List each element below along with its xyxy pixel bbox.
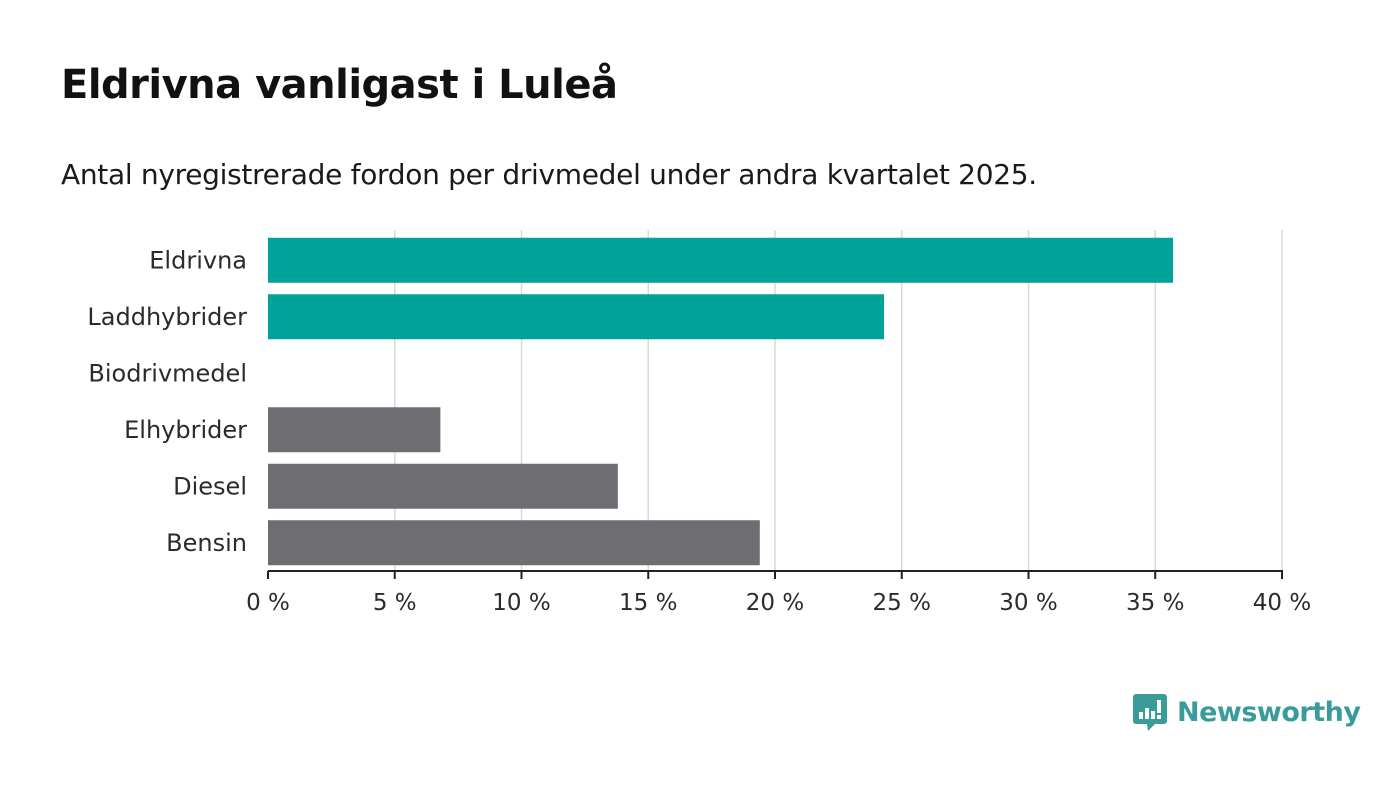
category-label: Bensin	[166, 529, 247, 557]
category-label: Laddhybrider	[87, 303, 247, 331]
category-label: Diesel	[173, 472, 247, 500]
x-tick-label: 0 %	[246, 590, 290, 616]
chart-subtitle: Antal nyregistrerade fordon per drivmede…	[61, 158, 1037, 191]
category-label: Elhybrider	[124, 416, 247, 444]
bar	[268, 520, 760, 566]
x-tick-label: 35 %	[1126, 590, 1184, 616]
newsworthy-logo: Newsworthy	[1133, 692, 1361, 732]
x-tick-label: 15 %	[619, 590, 677, 616]
x-tick-label: 30 %	[999, 590, 1057, 616]
gridlines	[394, 230, 1283, 571]
newsworthy-logo-icon	[1133, 694, 1167, 731]
brand-name: Newsworthy	[1177, 696, 1361, 728]
x-tick-label: 10 %	[492, 590, 550, 616]
category-label: Eldrivna	[149, 246, 247, 274]
bars	[268, 237, 1173, 566]
x-tick-label: 20 %	[746, 590, 804, 616]
x-tick-label: 5 %	[373, 590, 417, 616]
category-label: Biodrivmedel	[88, 359, 247, 387]
bar	[268, 294, 885, 340]
category-labels: Eldrivna Laddhybrider Biodrivmedel Elhybrid…	[87, 246, 247, 557]
x-axis: 0 % 5 % 10 % 15 % 20 % 25 % 30 % 35 % 40 %	[246, 570, 1311, 616]
bar	[268, 237, 1173, 283]
x-tick-label: 25 %	[873, 590, 931, 616]
bar	[268, 463, 618, 509]
chart-title: Eldrivna vanligast i Luleå	[61, 62, 618, 108]
x-tick-label: 40 %	[1253, 590, 1311, 616]
bar	[268, 407, 441, 453]
